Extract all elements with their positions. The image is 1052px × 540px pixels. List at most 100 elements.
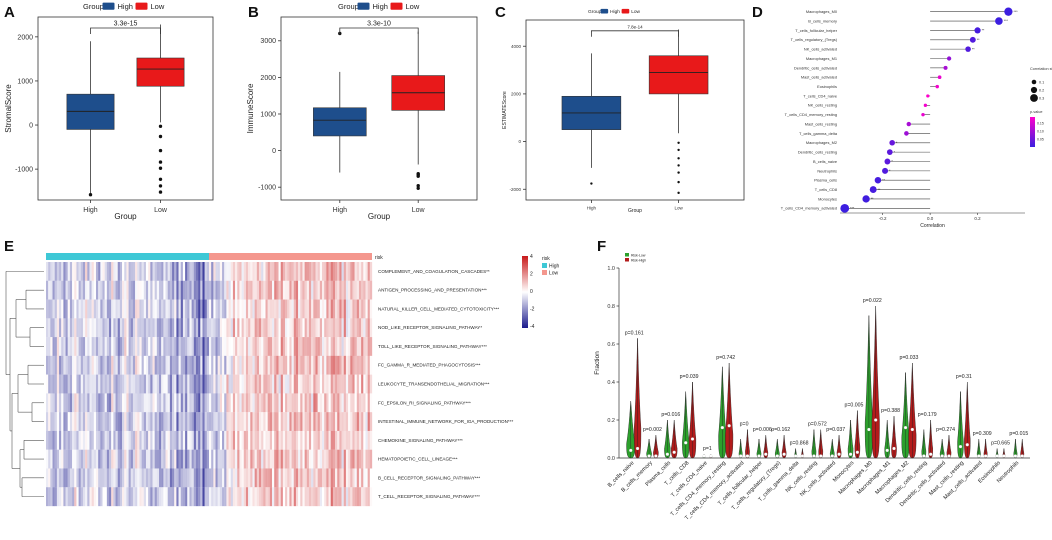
heatmap-cell [369,280,373,300]
heatmap-cell [274,337,277,356]
outlier-point [677,148,680,152]
heatmap-cell [65,393,68,413]
heatmap-cell [198,430,201,450]
legend-low-label: Low [406,2,420,11]
heatmap-cell [337,487,340,507]
heatmap-cell [293,393,297,413]
significance-mark: ** [871,197,874,201]
heatmap-cell [122,299,125,319]
heatmap-cell [354,337,357,356]
legend-high-swatch [600,8,609,14]
heatmap-cell [65,355,68,375]
heatmap-cell [115,430,118,450]
heatmap-cell [250,393,253,413]
heatmap-cell [56,280,60,300]
heatmap-cell [358,449,362,469]
point [969,36,976,43]
heatmap-cell [282,430,286,450]
heatmap-cell [308,412,312,432]
heatmap-cell [282,262,286,281]
heatmap-cell [46,468,49,488]
heatmap-cell [352,393,355,413]
legend-high-label: High [118,2,133,11]
heatmap-cell [361,449,364,469]
heatmap-cell [254,430,257,450]
heatmap-cell [102,262,105,281]
heatmap-cell [91,468,94,488]
heatmap-cell [232,412,236,432]
heatmap-cell [269,430,273,450]
heatmap-cell [106,262,110,281]
heatmap-cell [348,449,351,469]
heatmap-cell [152,487,155,507]
heatmap-cell [252,318,255,338]
colorbar-tick-label: -2 [530,307,535,313]
boxplot-estimate: Group High Low-2000020004000ESTIMATEScoreG… [502,8,745,214]
heatmap-cell [189,430,192,450]
heatmap-cell [156,487,160,507]
y-tick-label: 3000 [260,38,276,45]
heatmap-cell [163,262,166,281]
heatmap-cell [117,430,121,450]
heatmap-cell [241,355,244,375]
heatmap-cell [91,337,94,356]
heatmap-cell [361,280,364,300]
heatmap-cell [56,337,60,356]
heatmap-cell [217,337,221,356]
heatmap-cell [67,299,71,319]
heatmap-cell [232,487,236,507]
row-label: FC_EPSILON_RI_SIGNALING_PATHWAY*** [378,400,471,405]
heatmap-cell [326,262,329,281]
heatmap-cell [109,374,112,394]
heatmap-cell [241,412,244,432]
heatmap-cell [102,318,105,338]
heatmap-cell [222,355,225,375]
heatmap-cell [165,280,168,300]
y-tick-label: 2000 [260,75,276,82]
heatmap-cell [204,430,207,450]
legend-low-label: Risk-Low [631,254,646,258]
violin-median [665,452,669,456]
heatmap-cell [126,412,129,432]
heatmap-cell [367,299,370,319]
heatmap-cell [159,487,162,507]
heatmap-cell [198,299,201,319]
outlier-point [88,193,93,197]
heatmap-cell [152,299,155,319]
heatmap-cell [352,262,355,281]
heatmap-cell [261,393,264,413]
heatmap-cell [367,280,370,300]
heatmap-cell [59,468,62,488]
heatmap-cell [254,355,257,375]
heatmap-cell [46,374,49,394]
heatmap-cell [189,393,192,413]
heatmap-cell [243,468,247,488]
heatmap-cell [256,393,260,413]
p-value-label: p=0.162 [771,427,790,433]
heatmap-cell [139,393,142,413]
heatmap-cell [189,337,192,356]
heatmap-cell [174,262,177,281]
heatmap-cell [85,430,88,450]
heatmap-cell [159,412,162,432]
heatmap-cell [172,337,175,356]
heatmap-cell [261,262,264,281]
heatmap-cell [248,393,251,413]
heatmap-cell [350,374,353,394]
heatmap-cell [311,449,314,469]
heatmap-cell [226,374,229,394]
heatmap-cell [69,280,73,300]
heatmap-cell [174,449,177,469]
legend-high-label: Risk-High [631,259,646,263]
heatmap-cell [180,412,184,432]
heatmap-cell [141,355,144,375]
heatmap-cell [150,337,153,356]
heatmap-cell [345,318,349,338]
heatmap-cell [243,374,247,394]
heatmap-cell [272,299,275,319]
heatmap-cell [341,449,344,469]
heatmap-cell [143,299,147,319]
heatmap-cell [256,355,260,375]
violin-median [684,441,688,445]
heatmap-cell [115,487,118,507]
